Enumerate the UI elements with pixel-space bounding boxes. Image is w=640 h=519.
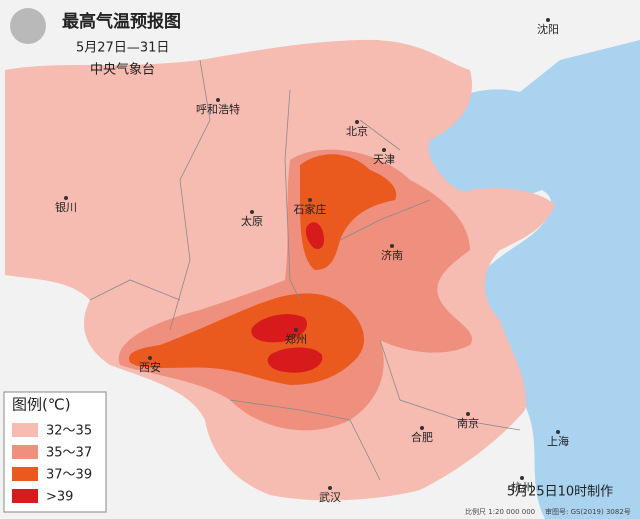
city-label: 呼和浩特 [196, 102, 240, 116]
city-dot [148, 356, 152, 360]
legend-swatch [12, 445, 38, 459]
city-label: 北京 [346, 124, 368, 138]
sea [400, 40, 640, 519]
city-label: 上海 [547, 434, 569, 448]
legend-swatch [12, 467, 38, 481]
city-dot [216, 98, 220, 102]
legend-label: >39 [46, 490, 73, 505]
city-dot [355, 120, 359, 124]
map-title: 最高气温预报图 [62, 11, 181, 32]
city-label: 西安 [139, 360, 161, 374]
city-dot [250, 210, 254, 214]
city-label: 沈阳 [537, 22, 559, 36]
zone-37-39 [300, 154, 397, 270]
city-label: 石家庄 [294, 202, 327, 216]
zone-39 [251, 314, 308, 343]
legend-label: 35～37 [46, 446, 92, 461]
province-border [89, 59, 521, 481]
city-label: 郑州 [285, 332, 307, 346]
city-label: 天津 [373, 153, 395, 166]
city-label: 济南 [381, 248, 403, 262]
city-dot [308, 198, 312, 202]
city-dot [382, 148, 386, 152]
city-dot [390, 244, 394, 248]
city-label: 南京 [457, 416, 479, 430]
issuer: 中央气象台 [90, 62, 155, 78]
zone-39 [305, 222, 325, 250]
city-label: 武汉 [319, 491, 341, 504]
city-dot [420, 426, 424, 430]
made-time: 5月25日10时制作 [507, 485, 613, 500]
city-dot [294, 328, 298, 332]
legend-swatch [12, 423, 38, 437]
period: 5月27日—31日 [76, 41, 169, 56]
city-dot [466, 412, 470, 416]
zone-39 [267, 347, 323, 373]
legend-label: 37～39 [46, 468, 92, 483]
city-dot [64, 196, 68, 200]
scale: 比例尺 1:20 000 000 [465, 507, 535, 516]
city-label: 太原 [241, 215, 263, 228]
city-dot [546, 18, 550, 22]
legend-title: 图例(℃) [12, 396, 71, 414]
legend-swatch [12, 489, 38, 503]
logo [10, 8, 46, 44]
approval: 审图号: GS(2019) 3082号 [545, 507, 631, 516]
zone-32-35 [5, 39, 555, 501]
city-label: 合肥 [411, 430, 433, 444]
city-label: 杭州 [511, 480, 533, 494]
city-dot [556, 430, 560, 434]
city-dot [520, 476, 524, 480]
city-dot [328, 486, 332, 490]
city-label: 银川 [55, 200, 77, 214]
legend-label: 32～35 [46, 424, 92, 439]
